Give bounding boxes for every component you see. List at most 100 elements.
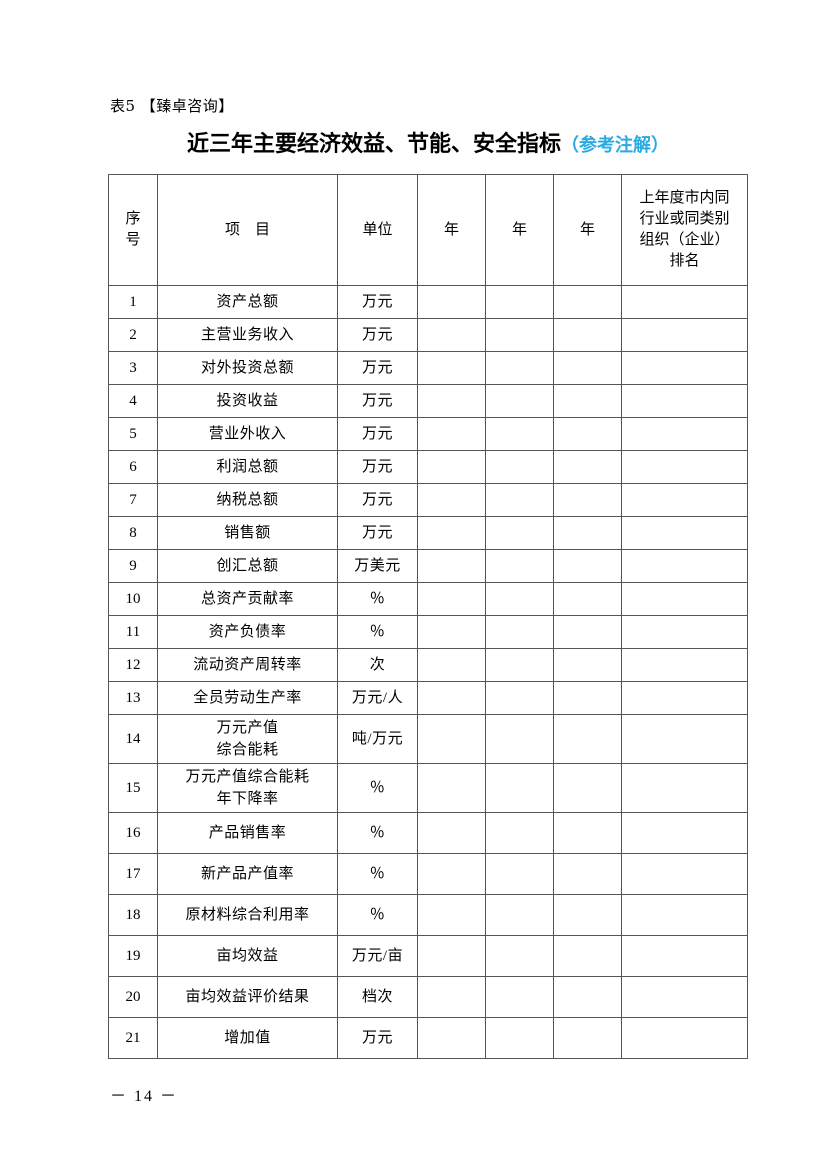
row-value-ranking[interactable] <box>621 384 748 418</box>
table-body: 序 号 项 目 单位 年 年 年 上年度市内同 行业或同类别 组织（企业） 排名 <box>108 174 748 1059</box>
row-value-year-2[interactable] <box>485 549 554 583</box>
row-value-year-3[interactable] <box>553 582 622 616</box>
row-value-year-3[interactable] <box>553 763 622 813</box>
row-value-year-3[interactable] <box>553 853 622 895</box>
row-value-year-3[interactable] <box>553 318 622 352</box>
row-value-year-2[interactable] <box>485 976 554 1018</box>
row-value-ranking[interactable] <box>621 894 748 936</box>
row-item-line: 营业外收入 <box>208 426 287 442</box>
row-value-year-3[interactable] <box>553 483 622 517</box>
row-value-year-3[interactable] <box>553 935 622 977</box>
row-value-year-3[interactable] <box>553 450 622 484</box>
row-value-year-2[interactable] <box>485 351 554 385</box>
row-value-year-2[interactable] <box>485 763 554 813</box>
row-value-ranking[interactable] <box>621 549 748 583</box>
table-header-row: 序 号 项 目 单位 年 年 年 上年度市内同 行业或同类别 组织（企业） 排名 <box>108 174 748 286</box>
row-value-year-2[interactable] <box>485 894 554 936</box>
row-value-year-2[interactable] <box>485 615 554 649</box>
row-value-year-3[interactable] <box>553 417 622 451</box>
row-value-ranking[interactable] <box>621 935 748 977</box>
row-value-ranking[interactable] <box>621 1017 748 1059</box>
row-item-line: 亩均效益 <box>216 948 279 964</box>
row-value-ranking[interactable] <box>621 483 748 517</box>
row-value-year-2[interactable] <box>485 714 554 764</box>
row-value-year-1[interactable] <box>417 417 486 451</box>
row-value-year-1[interactable] <box>417 812 486 854</box>
row-value-ranking[interactable] <box>621 318 748 352</box>
row-value-year-3[interactable] <box>553 648 622 682</box>
row-value-ranking[interactable] <box>621 417 748 451</box>
row-value-year-3[interactable] <box>553 812 622 854</box>
row-unit: 万元 <box>337 483 418 517</box>
row-value-year-1[interactable] <box>417 285 486 319</box>
row-value-year-2[interactable] <box>485 483 554 517</box>
row-value-year-2[interactable] <box>485 318 554 352</box>
row-value-year-1[interactable] <box>417 549 486 583</box>
row-value-year-2[interactable] <box>485 450 554 484</box>
row-value-ranking[interactable] <box>621 450 748 484</box>
row-value-year-3[interactable] <box>553 615 622 649</box>
row-item-line: 纳税总额 <box>216 492 279 508</box>
row-value-year-1[interactable] <box>417 853 486 895</box>
row-value-year-3[interactable] <box>553 516 622 550</box>
row-item-label: 总资产贡献率 <box>157 582 338 616</box>
row-value-ranking[interactable] <box>621 648 748 682</box>
row-value-year-2[interactable] <box>485 417 554 451</box>
row-value-ranking[interactable] <box>621 853 748 895</box>
row-value-year-3[interactable] <box>553 976 622 1018</box>
row-item-label: 增加值 <box>157 1017 338 1059</box>
row-value-ranking[interactable] <box>621 763 748 813</box>
row-value-year-2[interactable] <box>485 853 554 895</box>
row-value-year-1[interactable] <box>417 351 486 385</box>
row-value-year-2[interactable] <box>485 935 554 977</box>
row-value-year-3[interactable] <box>553 549 622 583</box>
row-value-ranking[interactable] <box>621 714 748 764</box>
row-value-year-1[interactable] <box>417 516 486 550</box>
row-value-year-1[interactable] <box>417 935 486 977</box>
row-value-year-1[interactable] <box>417 318 486 352</box>
row-item-line: 利润总额 <box>216 459 279 475</box>
row-value-year-3[interactable] <box>553 384 622 418</box>
row-value-ranking[interactable] <box>621 812 748 854</box>
row-item-label: 对外投资总额 <box>157 351 338 385</box>
row-value-year-3[interactable] <box>553 285 622 319</box>
row-value-year-1[interactable] <box>417 714 486 764</box>
row-value-ranking[interactable] <box>621 516 748 550</box>
row-value-year-1[interactable] <box>417 384 486 418</box>
row-value-ranking[interactable] <box>621 615 748 649</box>
row-value-year-1[interactable] <box>417 976 486 1018</box>
row-value-year-3[interactable] <box>553 681 622 715</box>
row-value-year-2[interactable] <box>485 516 554 550</box>
row-value-year-3[interactable] <box>553 714 622 764</box>
row-unit: ％ <box>337 812 418 854</box>
row-value-year-3[interactable] <box>553 1017 622 1059</box>
row-value-year-2[interactable] <box>485 384 554 418</box>
row-value-year-1[interactable] <box>417 763 486 813</box>
row-value-ranking[interactable] <box>621 351 748 385</box>
row-value-year-1[interactable] <box>417 681 486 715</box>
row-index: 21 <box>108 1017 158 1059</box>
row-value-ranking[interactable] <box>621 976 748 1018</box>
row-value-year-1[interactable] <box>417 450 486 484</box>
row-value-year-1[interactable] <box>417 894 486 936</box>
row-value-year-3[interactable] <box>553 351 622 385</box>
row-value-year-2[interactable] <box>485 1017 554 1059</box>
row-item-label: 利润总额 <box>157 450 338 484</box>
row-value-ranking[interactable] <box>621 285 748 319</box>
table-row: 16 产品销售率 ％ <box>108 812 748 854</box>
row-index: 7 <box>108 483 158 517</box>
row-value-year-1[interactable] <box>417 483 486 517</box>
row-value-ranking[interactable] <box>621 582 748 616</box>
row-value-year-2[interactable] <box>485 285 554 319</box>
row-value-year-1[interactable] <box>417 615 486 649</box>
row-value-ranking[interactable] <box>621 681 748 715</box>
row-value-year-3[interactable] <box>553 894 622 936</box>
row-value-year-1[interactable] <box>417 648 486 682</box>
row-value-year-1[interactable] <box>417 582 486 616</box>
row-value-year-2[interactable] <box>485 648 554 682</box>
row-value-year-2[interactable] <box>485 582 554 616</box>
row-value-year-2[interactable] <box>485 681 554 715</box>
row-value-year-1[interactable] <box>417 1017 486 1059</box>
row-value-year-2[interactable] <box>485 812 554 854</box>
